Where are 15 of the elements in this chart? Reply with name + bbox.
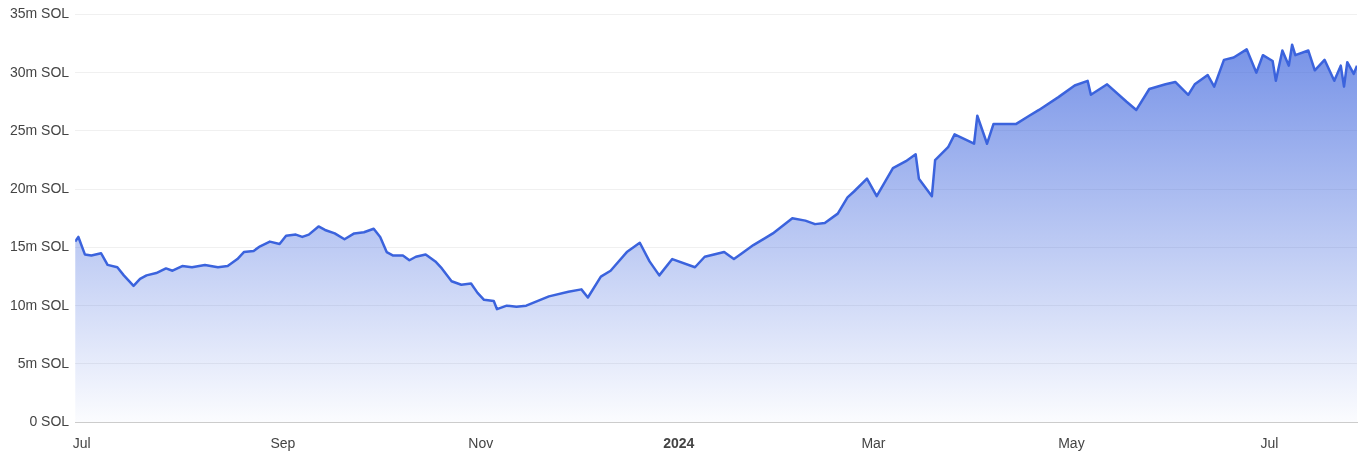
y-tick-label: 15m SOL: [10, 238, 70, 255]
x-tick-label: Jul: [1260, 435, 1279, 452]
y-tick-label: 20m SOL: [10, 180, 70, 197]
x-tick-label: Sep: [270, 435, 296, 452]
y-tick-label: 0 SOL: [29, 413, 70, 430]
x-tick-label: Mar: [861, 435, 886, 452]
x-tick-label: Jul: [72, 435, 91, 452]
y-tick-label: 5m SOL: [17, 354, 70, 371]
y-tick-label: 30m SOL: [10, 63, 70, 80]
x-tick-label: Nov: [468, 435, 494, 452]
y-tick-label: 35m SOL: [10, 5, 70, 22]
x-tick-label: May: [1058, 435, 1085, 452]
y-tick-label: 10m SOL: [10, 296, 70, 313]
y-tick-label: 25m SOL: [10, 121, 70, 138]
x-tick-label: 2024: [663, 435, 695, 452]
